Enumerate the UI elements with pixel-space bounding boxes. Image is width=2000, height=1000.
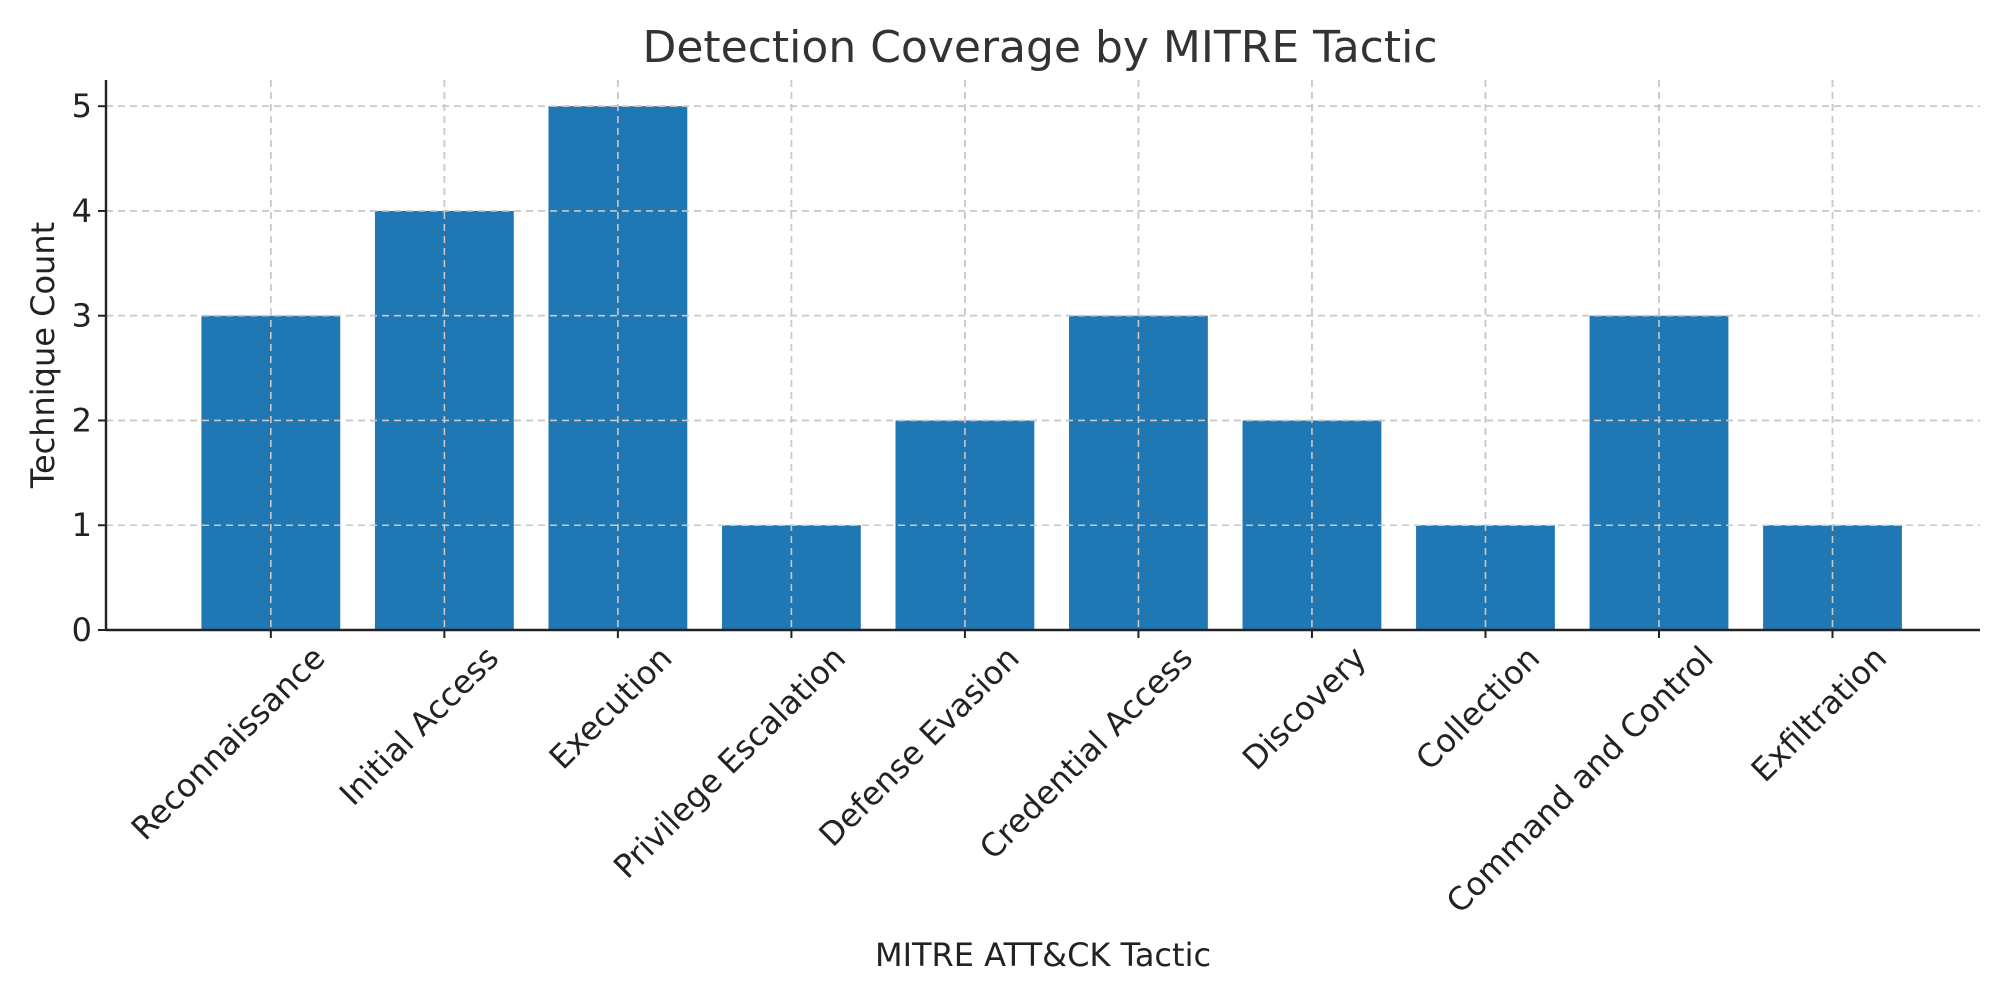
x-tick-labels: Reconnaissance Initial Access ExecutionPri… — [124, 639, 1894, 921]
x-tick-label: Reconnaissance — [124, 639, 333, 848]
y-tick-label: 3 — [72, 297, 92, 335]
x-axis-label: MITRE ATT&CK Tactic — [875, 936, 1211, 974]
x-tick-label: Discovery — [1235, 639, 1374, 778]
bars — [106, 80, 1980, 630]
y-tick-label: 5 — [72, 87, 92, 125]
x-tick-label: Collection — [1408, 639, 1547, 778]
y-tick-label: 0 — [72, 611, 92, 649]
y-axis-label: Technique Count — [24, 222, 62, 489]
y-tick-label: 4 — [72, 192, 92, 230]
y-tick-label: 2 — [72, 401, 92, 439]
x-tick-label: Initial Access — [332, 639, 506, 813]
axes — [98, 80, 1980, 638]
y-tick-label: 1 — [72, 506, 92, 544]
x-tick-label: Execution — [542, 639, 680, 777]
chart-title: Detection Coverage by MITRE Tactic — [642, 22, 1437, 73]
x-tick-label: Exfiltration — [1744, 639, 1894, 789]
y-tick-labels: 0 1 2 3 4 5 — [72, 87, 92, 649]
